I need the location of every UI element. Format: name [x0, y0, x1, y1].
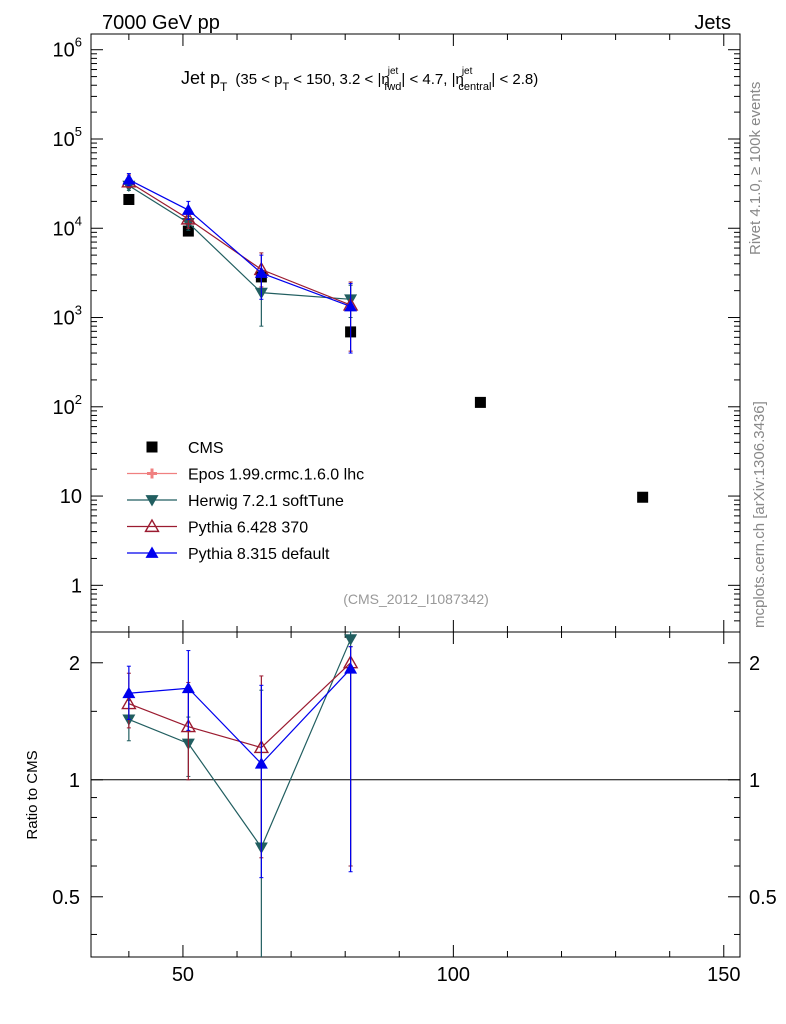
mcplots-label: mcplots.cern.ch [arXiv:1306.3436]: [751, 401, 768, 628]
main-pythia8-line: [128, 179, 351, 308]
y-tick-label: 105: [53, 124, 82, 151]
ratio-y-tick-label: 1: [69, 770, 80, 792]
y-tick-base: 10: [53, 40, 75, 62]
ratio-pythia8-point: [254, 757, 268, 769]
y-tick-label: 1: [71, 575, 82, 597]
legend-label-pythia8: Pythia 8.315 default: [188, 546, 330, 563]
title-end: | < 2.8): [491, 71, 538, 88]
main-pythia8-point: [344, 299, 358, 312]
legend-label-epos: Epos 1.99.crmc.1.6.0 lhc: [188, 467, 364, 484]
x-tick-label: 50: [172, 964, 194, 986]
legend-label-cms: CMS: [188, 440, 224, 457]
y-tick-base: 10: [53, 308, 75, 330]
x-tick-label: 150: [707, 964, 740, 986]
ratio-axes: 0.5 0.5 1 1 2 2 50 100 150: [52, 632, 777, 986]
ratio-series: [121, 631, 359, 957]
y-tick-base: 10: [53, 129, 75, 151]
main-pythia8-point: [181, 203, 195, 215]
analysis-label: (CMS_2012_I1087342): [343, 591, 489, 607]
legend-marker-cms: [146, 441, 158, 453]
main-cms-point: [182, 225, 194, 237]
y-tick-label: 10: [60, 486, 82, 508]
legend-label-herwig: Herwig 7.2.1 softTune: [188, 493, 344, 510]
legend-marker-pythia6: [144, 518, 160, 533]
main-series: [121, 173, 649, 503]
y-tick-base: 10: [53, 397, 75, 419]
title-paren-open: (35 < p: [235, 71, 282, 88]
main-herwig-line: [128, 185, 351, 300]
legend: CMS Epos 1.99.crmc.1.6.0 lhc Herwig 7.2.1 …: [127, 440, 364, 563]
ratio-y-tick-label: 0.5: [52, 887, 80, 909]
y-tick-exp: 3: [75, 303, 82, 318]
title-sub-fwd: fwd: [384, 81, 401, 93]
main-pythia6-point: [180, 211, 197, 225]
ratio-pythia8-point: [344, 662, 358, 674]
ratio-y-tick-label-right: 1: [749, 770, 760, 792]
y-tick-label: 104: [53, 213, 82, 240]
ratio-y-tick-label-right: 0.5: [749, 887, 777, 909]
title-sup-jet2: jet: [461, 66, 473, 77]
header-left: 7000 GeV pp: [102, 12, 220, 34]
title-mid2: | < 4.7, |η: [401, 71, 463, 88]
y-tick-label: 103: [53, 303, 82, 330]
ratio-pythia8-point: [122, 686, 136, 699]
y-tick-label: 106: [53, 35, 82, 62]
title-sup-jet1: jet: [387, 66, 399, 77]
y-tick-exp: 6: [75, 35, 82, 50]
legend-marker-herwig: [145, 495, 159, 507]
main-cms-point: [474, 396, 486, 408]
title-mid: < 150, 3.2 < |η: [293, 71, 389, 88]
ratio-pythia6-point: [180, 718, 197, 733]
title-main-sub: T: [220, 80, 228, 94]
y-tick-exp: 4: [75, 213, 82, 228]
main-cms-point: [123, 193, 135, 205]
header-right: Jets: [694, 12, 731, 34]
ratio-ylabel: Ratio to CMS: [24, 750, 41, 839]
title-paren-sub: T: [283, 81, 290, 93]
legend-label-pythia6: Pythia 6.428 370: [188, 520, 308, 537]
ratio-pythia6-line: [128, 662, 352, 749]
ratio-herwig-point: [344, 634, 358, 646]
y-tick-exp: 5: [75, 124, 82, 139]
plot-title: Jet pT (35 < pT < 150, 3.2 < |ηjet fwd| < 4…: [181, 66, 538, 94]
y-tick-exp: 2: [75, 392, 82, 407]
title-sub-central: central: [458, 81, 491, 93]
y-tick-base: 10: [53, 218, 75, 240]
main-pythia8-point: [254, 266, 268, 278]
rivet-label: Rivet 4.1.0, ≥ 100k events: [747, 82, 764, 255]
y-tick-label: 102: [53, 392, 82, 419]
ratio-y-tick-label-right: 2: [749, 653, 760, 675]
ratio-panel-frame: [90, 631, 741, 958]
main-pythia6-line: [128, 181, 351, 306]
ratio-herwig-line: [128, 638, 352, 849]
x-tick-label: 100: [437, 964, 470, 986]
main-cms-point: [637, 491, 649, 503]
legend-marker-pythia8: [145, 546, 159, 558]
main-panel-frame: [90, 33, 741, 633]
title-main: Jet p: [181, 68, 220, 88]
ratio-y-tick-label: 2: [69, 653, 80, 675]
main-pythia8-point: [122, 173, 136, 185]
ratio-pythia8-line: [128, 668, 352, 765]
ratio-pythia8-point: [181, 681, 195, 694]
